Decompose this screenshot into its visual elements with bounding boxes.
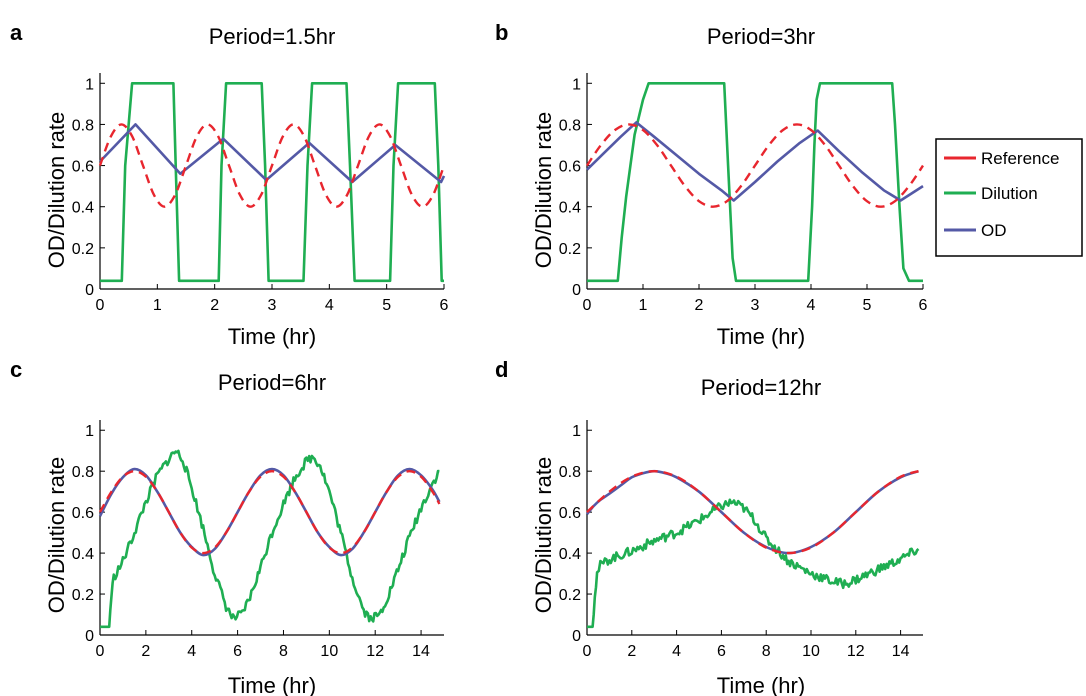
x-tick-label-b: 6 bbox=[919, 297, 928, 314]
plot-area-b: 0 1 2 3 4 5 6 0 0.2 0.4 0.6 0.8 1 bbox=[559, 73, 928, 314]
y-tick-label-c: 0.6 bbox=[72, 505, 94, 522]
x-tick-label-a: 6 bbox=[440, 297, 449, 314]
y-tick-label-d: 0.4 bbox=[559, 546, 581, 563]
x-tick-label-a: 5 bbox=[382, 297, 391, 314]
series-reference-d bbox=[586, 470, 919, 555]
y-tick-label-d: 0 bbox=[572, 628, 581, 645]
x-tick-label-b: 0 bbox=[583, 297, 592, 314]
y-tick-label-b: 0.4 bbox=[559, 200, 581, 217]
x-tick-label-c: 10 bbox=[320, 643, 338, 660]
series-od-d bbox=[585, 469, 919, 555]
y-tick-label-c: 1 bbox=[85, 423, 94, 440]
x-tick-label-b: 1 bbox=[639, 297, 648, 314]
legend-label-reference: Reference bbox=[981, 149, 1059, 168]
y-axis-label-a: OD/Dilution rate bbox=[44, 112, 69, 269]
y-tick-label-d: 0.6 bbox=[559, 505, 581, 522]
series-od-b bbox=[586, 121, 924, 202]
x-axis-label-b: Time (hr) bbox=[717, 324, 805, 349]
panel-label-a: a bbox=[10, 20, 23, 45]
series-dilution-a bbox=[100, 82, 444, 283]
x-tick-label-b: 4 bbox=[807, 297, 816, 314]
plot-area-c: 0 2 4 6 8 10 12 14 0 0.2 0.4 0.6 0.8 1 bbox=[72, 420, 444, 660]
x-tick-label-d: 14 bbox=[892, 643, 910, 660]
y-tick-label-a: 1 bbox=[85, 76, 94, 93]
x-axis-label-a: Time (hr) bbox=[228, 324, 316, 349]
y-tick-label-b: 1 bbox=[572, 76, 581, 93]
panel-label-d: d bbox=[495, 357, 508, 382]
panel-c: c Period=6hr Time (hr) OD/Dilution rate … bbox=[10, 357, 444, 696]
x-tick-label-d: 10 bbox=[802, 643, 820, 660]
series-reference-b bbox=[585, 123, 924, 208]
series-dilution-c bbox=[100, 449, 440, 629]
x-tick-label-a: 1 bbox=[153, 297, 162, 314]
panel-d: d Period=12hr Time (hr) OD/Dilution rate… bbox=[495, 357, 923, 696]
plot-area-a: 0 1 2 3 4 5 6 0 0.2 0.4 0.6 0.8 1 bbox=[72, 73, 449, 314]
y-tick-label-c: 0 bbox=[85, 628, 94, 645]
y-tick-label-b: 0.6 bbox=[559, 159, 581, 176]
x-tick-label-c: 2 bbox=[141, 643, 150, 660]
y-tick-label-a: 0 bbox=[85, 282, 94, 299]
x-tick-label-b: 2 bbox=[695, 297, 704, 314]
legend: Reference Dilution OD bbox=[935, 138, 1083, 257]
legend-box bbox=[935, 138, 1083, 257]
x-tick-label-a: 3 bbox=[268, 297, 277, 314]
x-tick-label-c: 6 bbox=[233, 643, 242, 660]
x-tick-label-c: 14 bbox=[412, 643, 430, 660]
x-axis-label-c: Time (hr) bbox=[228, 673, 316, 696]
series-reference-c bbox=[98, 470, 441, 555]
panel-label-b: b bbox=[495, 20, 508, 45]
y-tick-label-a: 0.4 bbox=[72, 200, 94, 217]
x-tick-label-d: 0 bbox=[583, 643, 592, 660]
y-tick-label-c: 0.4 bbox=[72, 546, 94, 563]
series-reference-a bbox=[98, 123, 446, 208]
x-tick-label-d: 6 bbox=[717, 643, 726, 660]
y-tick-label-a: 0.2 bbox=[72, 241, 94, 258]
y-tick-label-a: 0.8 bbox=[72, 117, 94, 134]
panel-a: a Period=1.5hr Time (hr) OD/Dilution rat… bbox=[10, 20, 449, 349]
x-tick-label-a: 2 bbox=[210, 297, 219, 314]
legend-label-dilution: Dilution bbox=[981, 184, 1038, 203]
y-tick-label-a: 0.6 bbox=[72, 159, 94, 176]
x-tick-label-b: 5 bbox=[863, 297, 872, 314]
y-tick-label-c: 0.8 bbox=[72, 464, 94, 481]
y-axis-label-c: OD/Dilution rate bbox=[44, 457, 69, 614]
y-tick-label-b: 0 bbox=[572, 282, 581, 299]
x-tick-label-d: 8 bbox=[762, 643, 771, 660]
x-axis-label-d: Time (hr) bbox=[717, 673, 805, 696]
x-tick-label-c: 12 bbox=[366, 643, 384, 660]
y-tick-label-d: 0.2 bbox=[559, 587, 581, 604]
y-tick-label-b: 0.2 bbox=[559, 241, 581, 258]
series-od-a bbox=[99, 123, 446, 184]
y-tick-label-c: 0.2 bbox=[72, 587, 94, 604]
x-tick-label-d: 12 bbox=[847, 643, 865, 660]
legend-label-od: OD bbox=[981, 221, 1007, 240]
x-tick-label-c: 8 bbox=[279, 643, 288, 660]
x-tick-label-c: 0 bbox=[96, 643, 105, 660]
panel-title-b: Period=3hr bbox=[707, 24, 815, 49]
y-tick-label-d: 1 bbox=[572, 423, 581, 440]
y-axis-label-b: OD/Dilution rate bbox=[531, 112, 556, 269]
x-tick-label-d: 2 bbox=[627, 643, 636, 660]
plot-area-d: 0 2 4 6 8 10 12 14 0 0.2 0.4 0.6 0.8 1 bbox=[559, 420, 923, 660]
series-dilution-d bbox=[587, 498, 920, 629]
x-tick-label-a: 4 bbox=[325, 297, 334, 314]
x-tick-label-c: 4 bbox=[187, 643, 196, 660]
y-tick-label-d: 0.8 bbox=[559, 464, 581, 481]
x-tick-label-a: 0 bbox=[96, 297, 105, 314]
series-dilution-b bbox=[587, 82, 923, 283]
panel-label-c: c bbox=[10, 357, 22, 382]
y-axis-label-d: OD/Dilution rate bbox=[531, 457, 556, 614]
panel-b: b Period=3hr Time (hr) OD/Dilution rate … bbox=[495, 20, 928, 349]
x-tick-label-b: 3 bbox=[751, 297, 760, 314]
y-tick-label-b: 0.8 bbox=[559, 117, 581, 134]
panel-title-a: Period=1.5hr bbox=[209, 24, 336, 49]
panel-title-d: Period=12hr bbox=[701, 375, 821, 400]
x-tick-label-d: 4 bbox=[672, 643, 681, 660]
panel-title-c: Period=6hr bbox=[218, 370, 326, 395]
